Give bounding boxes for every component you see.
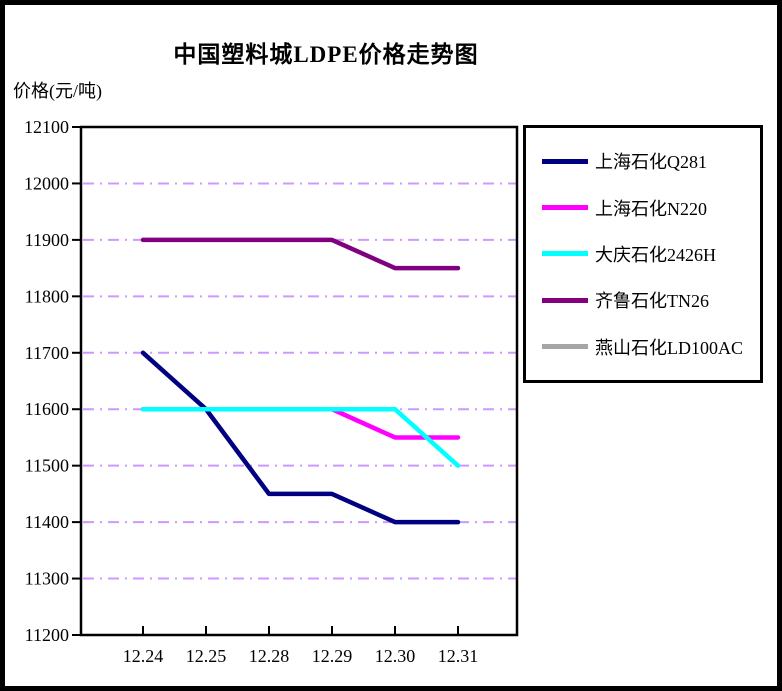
y-axis-tick-label: 12000 — [24, 173, 69, 193]
legend-box: 上海石化Q281 上海石化N220 大庆石化2426H 齐鲁石化TN26 燕山石化LD1… — [523, 125, 763, 383]
chart-title: 中国塑料城LDPE价格走势图 — [173, 42, 479, 67]
legend-item-1: 上海石化Q281 — [542, 148, 756, 174]
legend-item-label: 齐鲁石化TN26 — [595, 291, 709, 312]
y-axis-tick-label: 11500 — [25, 456, 69, 476]
y-axis-tick-label: 11700 — [25, 343, 69, 363]
legend-line-swatch — [542, 205, 588, 211]
x-axis-tick-label: 12.29 — [312, 646, 353, 666]
legend-item-label: 上海石化N220 — [595, 198, 707, 219]
legend-item-label: 大庆石化2426H — [595, 244, 716, 265]
legend-item-3: 大庆石化2426H — [542, 241, 756, 267]
legend-item-5: 燕山石化LD100AC — [542, 334, 756, 360]
series-line-1 — [140, 350, 461, 525]
y-axis-tick-label: 11300 — [25, 569, 69, 589]
y-axis-tick-label: 11200 — [25, 625, 69, 645]
y-axis-tick-label: 12100 — [24, 117, 69, 137]
y-axis-tick-label: 11800 — [25, 286, 69, 306]
x-axis-tick-label: 12.25 — [186, 646, 227, 666]
x-axis-tick-label: 12.30 — [375, 646, 416, 666]
y-axis-tick-label: 11600 — [25, 399, 69, 419]
y-axis-tick-label: 11900 — [25, 230, 69, 250]
y-axis-tick-label: 11400 — [25, 512, 69, 532]
plot-area: 12100 12000 11900 11800 11700 11600 11500 11400… — [24, 117, 519, 666]
series-line-4 — [140, 237, 461, 271]
legend-line-swatch — [542, 158, 588, 164]
x-axis-tick-label: 12.24 — [123, 646, 164, 666]
plot-border — [79, 125, 519, 637]
y-axis-unit-label: 价格(元/吨) — [13, 81, 102, 101]
series-line-3 — [140, 406, 461, 468]
legend-item-label: 上海石化Q281 — [595, 152, 707, 173]
legend-item-4: 齐鲁石化TN26 — [542, 287, 756, 313]
legend-line-swatch — [542, 251, 588, 257]
legend-line-swatch — [542, 297, 588, 303]
legend-item-label: 燕山石化LD100AC — [595, 337, 743, 358]
legend-item-2: 上海石化N220 — [542, 195, 756, 221]
x-axis-tick-label: 12.31 — [438, 646, 479, 666]
legend-line-swatch — [542, 344, 588, 350]
x-axis-tick-label: 12.28 — [249, 646, 290, 666]
